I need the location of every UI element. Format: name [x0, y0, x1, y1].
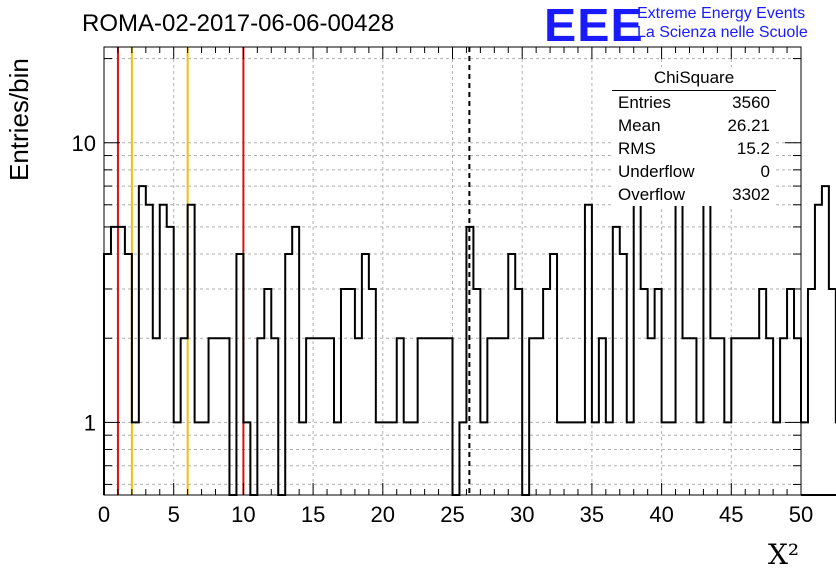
- x-tick-label: 30: [510, 502, 534, 527]
- eee-logo: EEE: [544, 0, 644, 51]
- x-tick-label: 0: [98, 502, 110, 527]
- x-tick-label: 40: [649, 502, 673, 527]
- stats-row-mean: Mean 26.21: [612, 114, 776, 137]
- y-tick-label: 10: [72, 131, 96, 156]
- stats-label: Mean: [618, 116, 661, 135]
- eee-logo-text: Extreme Energy Events La Scienza nelle S…: [637, 4, 808, 42]
- x-tick-label: 25: [440, 502, 464, 527]
- stats-value: 3560: [732, 93, 770, 112]
- x-tick-label: 15: [301, 502, 325, 527]
- stats-box: ChiSquare Entries 3560 Mean 26.21 RMS 15…: [612, 67, 776, 206]
- y-tick-label: 1: [84, 410, 96, 435]
- stats-value: 15.2: [736, 139, 770, 158]
- x-tick-label: 20: [371, 502, 395, 527]
- stats-label: Underflow: [618, 162, 695, 181]
- stats-row-overflow: Overflow 3302: [612, 183, 776, 206]
- x-axis-label: X²: [768, 538, 800, 571]
- logo-line-1: Extreme Energy Events: [637, 5, 806, 22]
- stats-label: Entries: [618, 93, 671, 112]
- run-title: ROMA-02-2017-06-06-00428: [82, 10, 395, 37]
- x-tick-label: 5: [168, 502, 180, 527]
- x-tick-label: 50: [789, 502, 813, 527]
- x-tick-label: 35: [580, 502, 604, 527]
- x-tick-label: 45: [719, 502, 743, 527]
- stats-title: ChiSquare: [612, 67, 776, 91]
- stats-label: Overflow: [618, 185, 686, 204]
- stats-row-rms: RMS 15.2: [612, 137, 776, 160]
- logo-line-2: La Scienza nelle Scuole: [637, 24, 808, 41]
- x-tick-label: 10: [231, 502, 255, 527]
- histogram-line: [103, 141, 836, 496]
- y-axis-label: Entries/bin: [4, 58, 34, 182]
- stats-row-entries: Entries 3560: [612, 91, 776, 114]
- stats-label: RMS: [618, 139, 656, 158]
- stats-row-underflow: Underflow 0: [612, 160, 776, 183]
- stats-value: 0: [760, 162, 770, 181]
- stats-value: 26.21: [727, 116, 770, 135]
- stats-value: 3302: [732, 185, 770, 204]
